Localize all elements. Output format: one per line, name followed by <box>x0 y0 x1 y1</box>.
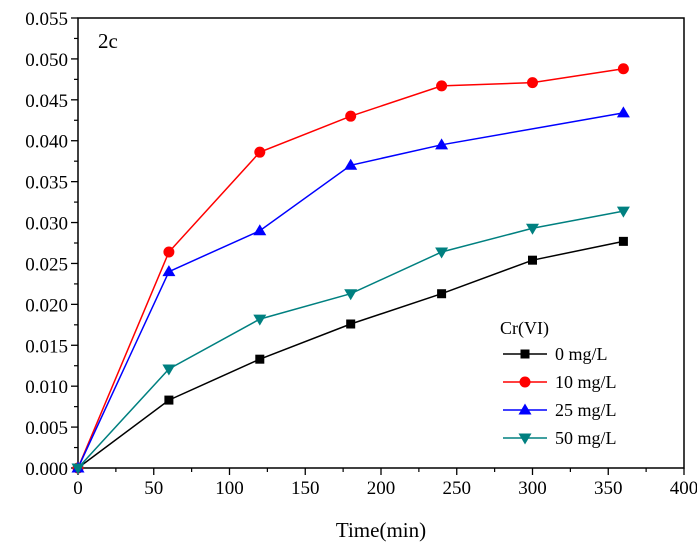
series-0 <box>73 236 628 473</box>
legend-label: 50 mg/L <box>555 428 617 448</box>
y-tick-label: 0.000 <box>25 459 68 480</box>
data-point <box>617 63 629 75</box>
series-line <box>77 112 624 469</box>
y-tick-label: 0.040 <box>25 132 68 153</box>
y-tick-label: 0.050 <box>25 50 68 71</box>
series-3 <box>71 206 630 475</box>
legend-title: Cr(VI) <box>500 318 549 339</box>
x-tick-label: 300 <box>518 478 547 499</box>
y-tick-label: 0.035 <box>25 173 68 194</box>
data-point <box>528 255 537 265</box>
legend-marker <box>518 403 532 415</box>
data-point <box>164 395 174 405</box>
data-point <box>345 110 357 122</box>
x-tick-label: 350 <box>594 478 623 499</box>
series-line <box>77 67 624 469</box>
data-point <box>436 80 448 92</box>
data-point <box>435 138 449 150</box>
data-point <box>618 236 628 246</box>
x-tick-label: 0 <box>73 478 83 499</box>
data-point <box>527 77 538 89</box>
y-tick-label: 0.010 <box>25 377 68 398</box>
legend-label: 0 mg/L <box>555 344 608 364</box>
data-point <box>346 319 356 329</box>
data-point <box>255 354 265 364</box>
x-tick-label: 50 <box>144 478 163 499</box>
data-point <box>616 206 630 218</box>
series-line <box>77 210 624 469</box>
data-point <box>526 223 539 235</box>
y-tick-label: 0.030 <box>25 214 68 235</box>
legend-label: 25 mg/L <box>555 400 617 420</box>
legend-marker <box>518 433 532 445</box>
legend-marker <box>520 349 530 359</box>
panel-annotation: 2c <box>98 29 118 53</box>
data-point <box>71 463 85 475</box>
legend-marker <box>519 376 531 388</box>
data-point <box>253 224 267 236</box>
x-tick-label: 150 <box>291 478 320 499</box>
x-tick-label: 250 <box>443 478 472 499</box>
data-point <box>254 146 266 158</box>
y-tick-label: 0.045 <box>25 91 68 112</box>
y-tick-label: 0.020 <box>25 295 68 316</box>
data-point <box>162 364 176 376</box>
x-tick-label: 400 <box>670 478 697 499</box>
y-tick-label: 0.055 <box>25 9 68 30</box>
data-point <box>253 314 267 326</box>
x-tick-label: 100 <box>215 478 244 499</box>
data-point <box>435 247 449 259</box>
data-point <box>162 265 176 277</box>
data-point <box>437 289 447 299</box>
data-point <box>344 289 358 301</box>
x-axis-label: Time(min) <box>336 518 426 542</box>
y-tick-label: 0.025 <box>25 254 68 275</box>
series-1 <box>72 63 629 474</box>
data-point <box>163 246 175 258</box>
data-point <box>344 158 358 170</box>
y-tick-label: 0.005 <box>25 418 68 439</box>
x-tick-label: 200 <box>367 478 396 499</box>
y-tick-label: 0.015 <box>25 336 68 357</box>
data-point <box>616 106 630 118</box>
legend-label: 10 mg/L <box>555 372 617 392</box>
